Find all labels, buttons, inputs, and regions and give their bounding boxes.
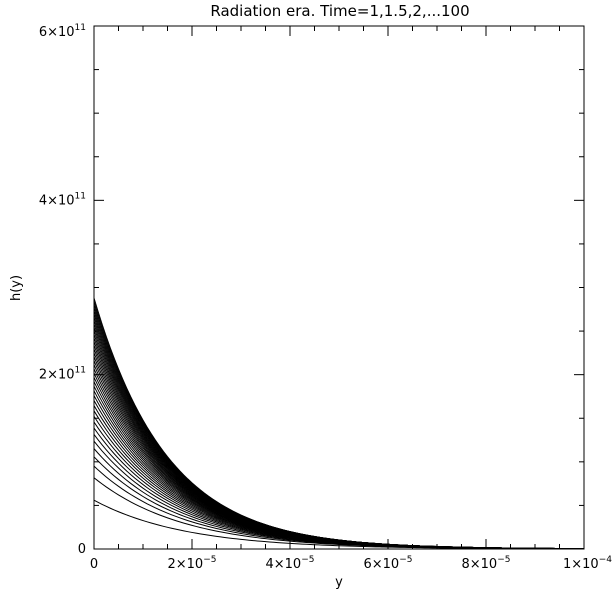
x-tick-labels: 0 2×10−5 4×10−5 6×10−5 8×10−5 1×10−4 — [90, 555, 612, 572]
x-tick-label: 4×10−5 — [266, 555, 315, 572]
curve-24 — [93, 352, 585, 550]
curve-25 — [93, 348, 585, 550]
curve-30 — [93, 330, 585, 550]
axis-ticks — [93, 25, 585, 550]
curve-31 — [93, 327, 585, 550]
curve-38 — [93, 304, 585, 550]
x-tick-label: 1×10−4 — [563, 555, 612, 572]
curve-10 — [93, 416, 585, 550]
chart-title: Radiation era. Time=1,1.5,2,...100 — [210, 2, 469, 20]
curve-family — [93, 297, 585, 550]
x-tick-label: 0 — [90, 557, 98, 572]
curve-33 — [93, 320, 585, 550]
y-tick-label: 2×1011 — [39, 366, 86, 383]
curve-29 — [93, 334, 585, 550]
curve-39 — [93, 300, 585, 550]
curve-22 — [93, 360, 585, 550]
curve-40 — [93, 297, 585, 550]
curve-32 — [93, 323, 585, 550]
curve-34 — [93, 317, 585, 550]
y-tick-labels: 0 2×1011 4×1011 6×1011 — [39, 23, 86, 557]
y-axis-label: h(y) — [9, 275, 24, 301]
y-tick-label: 4×1011 — [39, 191, 86, 208]
x-tick-label: 8×10−5 — [462, 555, 511, 572]
y-tick-label: 6×1011 — [39, 23, 86, 40]
x-axis-label: y — [335, 575, 343, 590]
x-tick-label: 2×10−5 — [168, 555, 217, 572]
curve-37 — [93, 307, 585, 550]
x-tick-label: 6×10−5 — [364, 555, 413, 572]
y-tick-label: 0 — [78, 542, 86, 557]
curve-28 — [93, 337, 585, 550]
curve-23 — [93, 356, 585, 550]
